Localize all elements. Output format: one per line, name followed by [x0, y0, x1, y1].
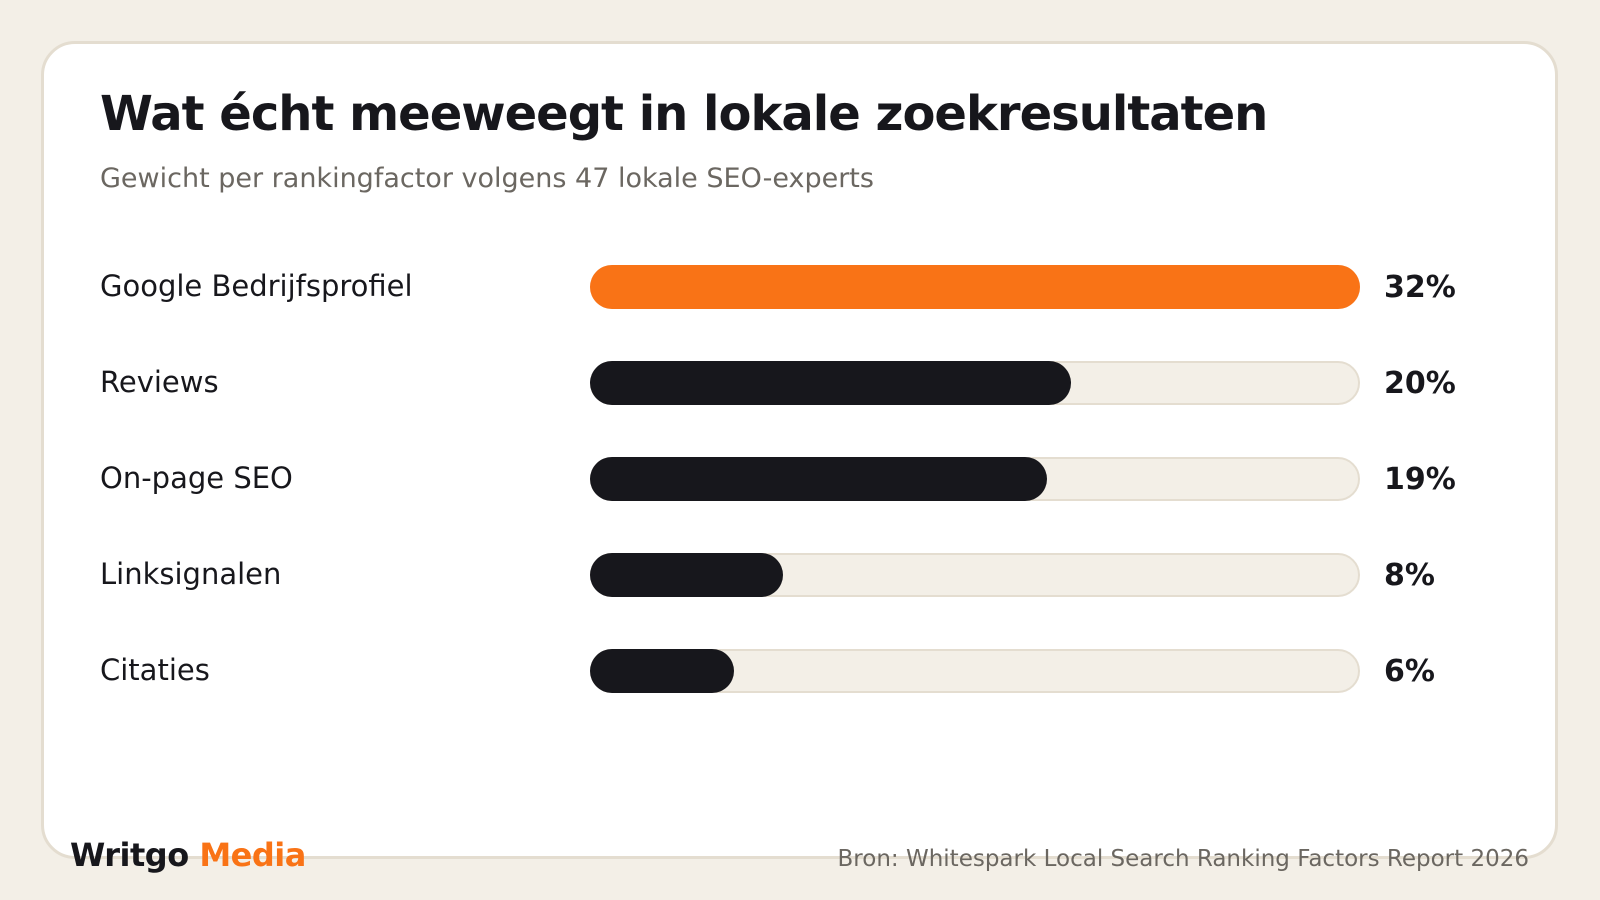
bar: [590, 457, 1048, 501]
bar: [590, 649, 735, 693]
value-label: 32%: [1384, 270, 1456, 305]
category-label: Google Bedrijfsprofiel: [100, 269, 413, 303]
chart-card: [41, 41, 1558, 859]
value-label: 19%: [1384, 462, 1456, 497]
source-note: Bron: Whitespark Local Search Ranking Fa…: [837, 846, 1529, 872]
bar: [590, 553, 783, 597]
chart-title: Wat écht meeweegt in lokale zoekresultat…: [100, 86, 1268, 142]
category-label: On-page SEO: [100, 461, 293, 495]
bar: [590, 265, 1360, 309]
bar: [590, 361, 1072, 405]
category-label: Citaties: [100, 653, 210, 687]
value-label: 6%: [1384, 654, 1435, 689]
chart-subtitle: Gewicht per rankingfactor volgens 47 lok…: [100, 163, 874, 194]
value-label: 20%: [1384, 366, 1456, 401]
logo-accent-text: Media: [199, 836, 306, 874]
category-label: Reviews: [100, 365, 219, 399]
value-label: 8%: [1384, 558, 1435, 593]
brand-logo: Writgo Media: [70, 836, 306, 874]
category-label: Linksignalen: [100, 557, 282, 591]
logo-main-text: Writgo: [70, 836, 189, 874]
